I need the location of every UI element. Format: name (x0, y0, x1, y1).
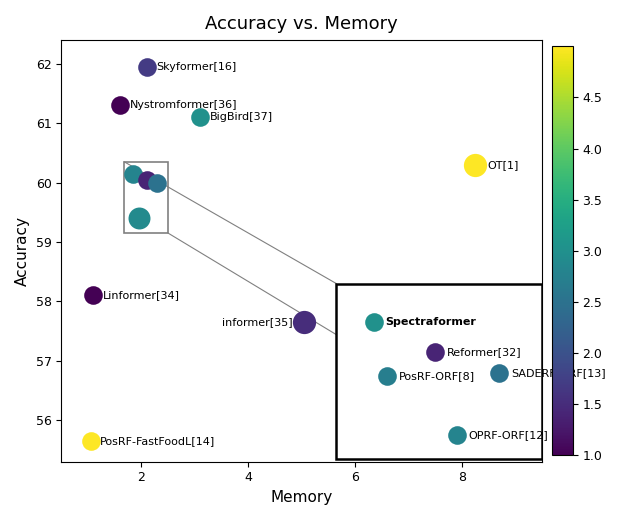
Point (142, 63, 152, 71)
Bar (336, 283, 542, 459)
Point (195, 113, 205, 122)
Point (452, 431, 462, 439)
Point (430, 348, 440, 356)
Text: BigBird[37]: BigBird[37] (210, 112, 273, 122)
Text: Spectraformer: Spectraformer (386, 317, 476, 327)
Point (89, 291, 99, 300)
Point (300, 318, 310, 327)
Point (382, 371, 392, 380)
Point (85, 437, 95, 445)
Y-axis label: Accuracy: Accuracy (15, 216, 30, 286)
Text: Linformer[34]: Linformer[34] (103, 291, 180, 301)
X-axis label: Memory: Memory (271, 490, 333, 505)
Point (129, 170, 139, 178)
Text: SADERF-ORF[13]: SADERF-ORF[13] (511, 368, 606, 378)
Text: PosRF-FastFoodL[14]: PosRF-FastFoodL[14] (100, 436, 215, 446)
Text: OPRF-ORF[12]: OPRF-ORF[12] (468, 430, 548, 440)
Text: Reformer[32]: Reformer[32] (447, 347, 522, 357)
Text: OT[1]: OT[1] (487, 160, 519, 170)
Point (152, 178, 162, 187)
Point (369, 318, 379, 327)
Point (494, 369, 504, 377)
Point (470, 161, 480, 169)
Text: PosRF-ORF[8]: PosRF-ORF[8] (399, 371, 475, 381)
Point (115, 101, 125, 110)
Point (142, 175, 152, 184)
Bar (124, 162, 168, 233)
Point (134, 214, 144, 223)
Text: Skyformer[16]: Skyformer[16] (157, 62, 236, 72)
Title: Accuracy vs. Memory: Accuracy vs. Memory (205, 15, 398, 33)
Text: informer[35]: informer[35] (222, 317, 292, 327)
Text: Nystromformer[36]: Nystromformer[36] (130, 100, 237, 110)
